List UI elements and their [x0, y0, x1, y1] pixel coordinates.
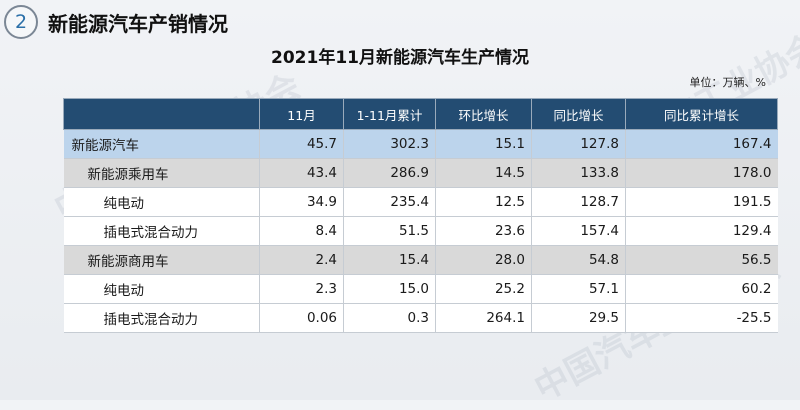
section-number-badge: 2	[4, 5, 38, 39]
row-label: 插电式混合动力	[63, 303, 260, 333]
table-cell: 15.1	[435, 129, 532, 159]
table-body: 新能源汽车 45.7 302.3 15.1 127.8 167.4 新能源乘用车 43.4 28…	[63, 129, 778, 333]
table-cell: 12.5	[435, 187, 532, 217]
production-table: 11月 1-11月累计 环比增长 同比增长 同比累计增长 新能源汽车 45.7 30…	[63, 98, 778, 333]
table-cell: 56.5	[625, 245, 778, 275]
column-header: 同比累计增长	[625, 98, 778, 130]
table-cell: 28.0	[435, 245, 532, 275]
table-cell: 0.06	[259, 303, 344, 333]
table-cell: 127.8	[531, 129, 626, 159]
table-header-row: 11月 1-11月累计 环比增长 同比增长 同比累计增长	[63, 98, 778, 130]
section-title: 新能源汽车产销情况	[48, 11, 228, 36]
table-cell: 286.9	[343, 158, 436, 188]
table-cell: 23.6	[435, 216, 532, 246]
table-cell: 0.3	[343, 303, 436, 333]
table-cell: 191.5	[625, 187, 778, 217]
table-cell: 25.2	[435, 274, 532, 304]
column-header: 1-11月累计	[343, 98, 436, 130]
table-cell: 133.8	[531, 158, 626, 188]
table-cell: -25.5	[625, 303, 778, 333]
table-cell: 2.4	[259, 245, 344, 275]
row-label: 新能源汽车	[63, 129, 260, 159]
table-cell: 43.4	[259, 158, 344, 188]
table-title: 2021年11月新能源汽车生产情况	[271, 48, 529, 68]
row-label: 插电式混合动力	[63, 216, 260, 246]
unit-label: 单位：万辆、%	[689, 76, 766, 89]
column-header: 11月	[259, 98, 344, 130]
table-cell: 302.3	[343, 129, 436, 159]
table-cell: 54.8	[531, 245, 626, 275]
table-cell: 128.7	[531, 187, 626, 217]
table-cell: 51.5	[343, 216, 436, 246]
column-header	[63, 98, 260, 130]
row-label: 新能源商用车	[63, 245, 260, 275]
table-row: 插电式混合动力 0.06 0.3 264.1 29.5 -25.5	[63, 303, 778, 333]
table-cell: 57.1	[531, 274, 626, 304]
table-row: 新能源汽车 45.7 302.3 15.1 127.8 167.4	[63, 129, 778, 159]
table-cell: 8.4	[259, 216, 344, 246]
column-header: 环比增长	[435, 98, 532, 130]
column-header: 同比增长	[531, 98, 626, 130]
table-cell: 15.4	[343, 245, 436, 275]
table-row: 新能源商用车 2.4 15.4 28.0 54.8 56.5	[63, 245, 778, 275]
table-cell: 178.0	[625, 158, 778, 188]
table-row: 纯电动 34.9 235.4 12.5 128.7 191.5	[63, 187, 778, 217]
row-label: 纯电动	[63, 274, 260, 304]
table-cell: 235.4	[343, 187, 436, 217]
table-row: 插电式混合动力 8.4 51.5 23.6 157.4 129.4	[63, 216, 778, 246]
table-cell: 29.5	[531, 303, 626, 333]
table-cell: 14.5	[435, 158, 532, 188]
table-row: 新能源乘用车 43.4 286.9 14.5 133.8 178.0	[63, 158, 778, 188]
table-cell: 34.9	[259, 187, 344, 217]
table-cell: 45.7	[259, 129, 344, 159]
table-cell: 2.3	[259, 274, 344, 304]
table-cell: 167.4	[625, 129, 778, 159]
row-label: 新能源乘用车	[63, 158, 260, 188]
table-cell: 129.4	[625, 216, 778, 246]
table-cell: 264.1	[435, 303, 532, 333]
table-row: 纯电动 2.3 15.0 25.2 57.1 60.2	[63, 274, 778, 304]
section-header: 2 新能源汽车产销情况	[4, 4, 228, 40]
row-label: 纯电动	[63, 187, 260, 217]
table-cell: 60.2	[625, 274, 778, 304]
table-cell: 15.0	[343, 274, 436, 304]
table-cell: 157.4	[531, 216, 626, 246]
